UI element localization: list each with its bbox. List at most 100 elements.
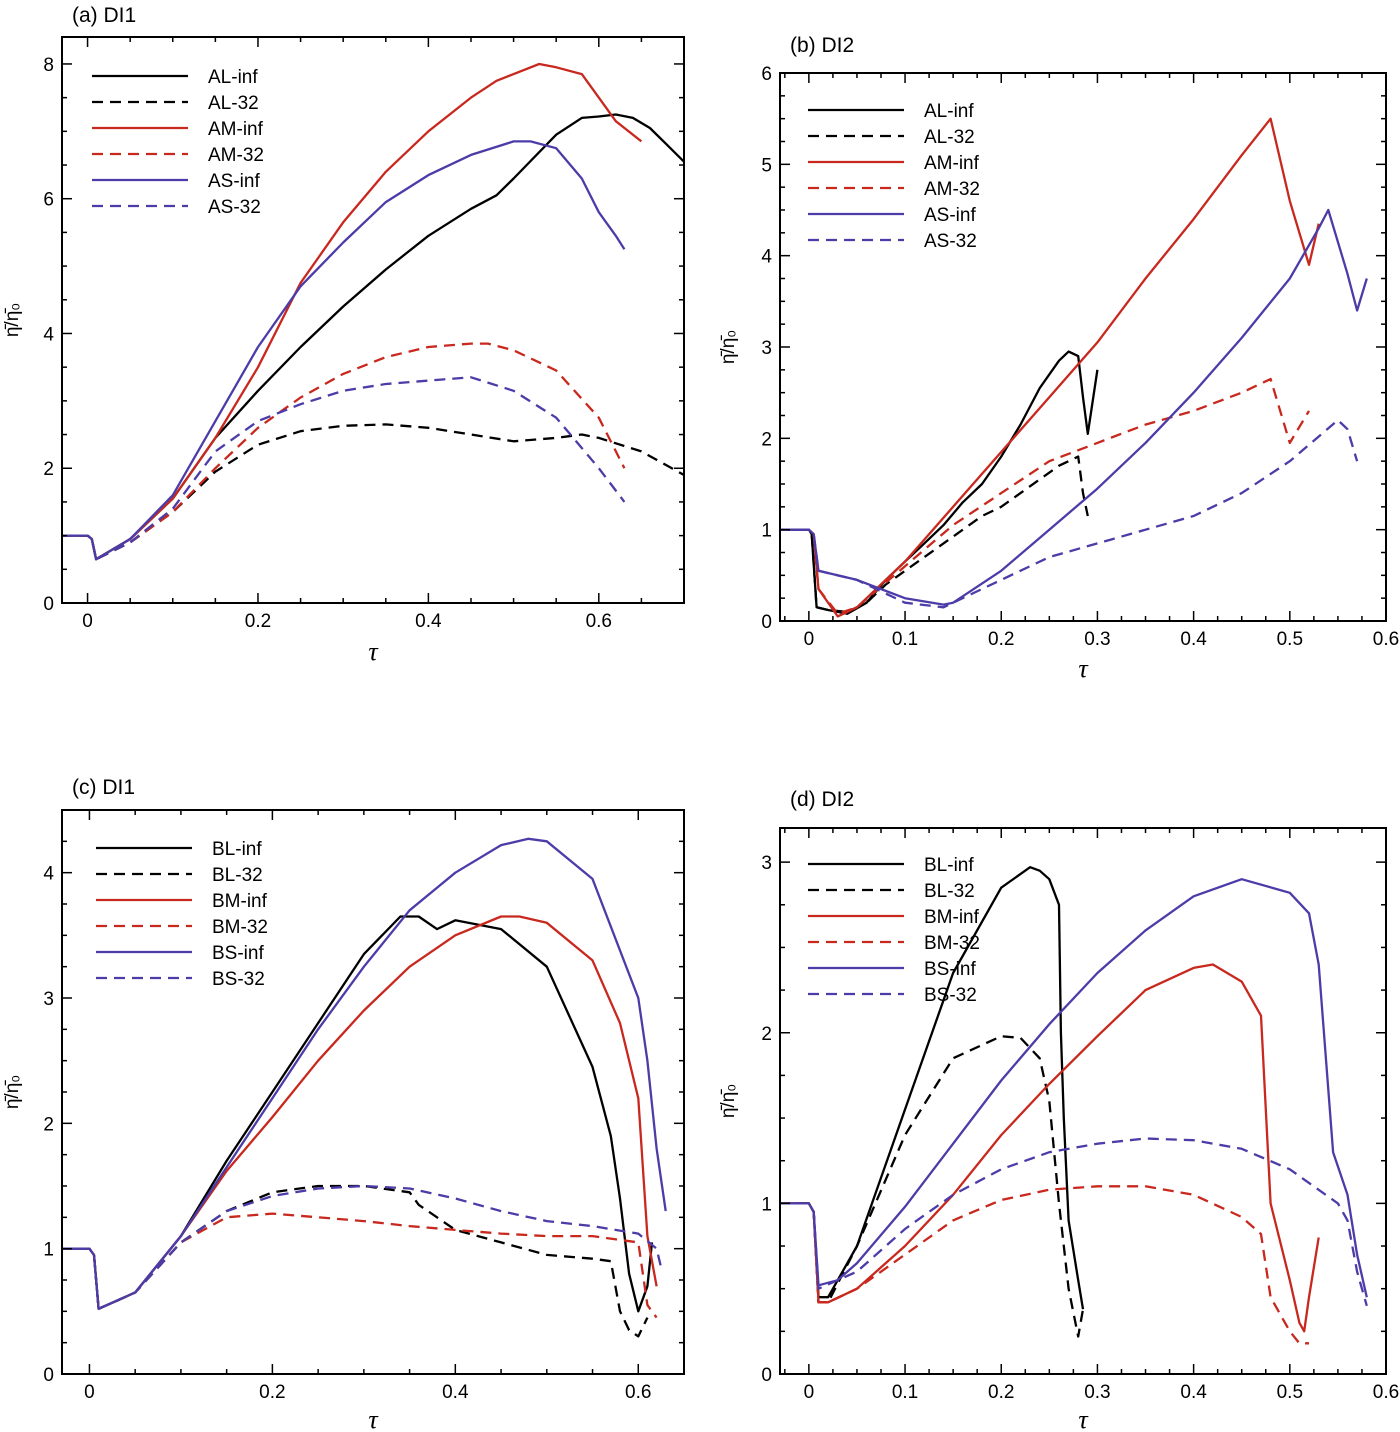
legend-label: AS-inf	[208, 171, 260, 192]
panel-c: 0 0.2 0.4 0.6 0 1 2 3 4 τ η̄/η̄₀ (c) DI1 BL-inf BL-32…	[2, 776, 685, 1432]
y-axis-title: η̄/η̄₀	[2, 303, 23, 337]
x-axis-title: τ	[1078, 1405, 1089, 1432]
x-tick-label: 0.4	[415, 611, 442, 632]
y-tick-label: 5	[761, 155, 772, 176]
legend-label: BL-inf	[212, 839, 262, 860]
y-axis-title: η̄/η̄₀	[2, 1075, 23, 1109]
x-tick-label: 0.6	[625, 1382, 651, 1403]
y-axis-title: η̄/η̄₀	[718, 1084, 739, 1118]
legend-label: BM-32	[212, 917, 268, 938]
legend-label: AL-32	[208, 93, 259, 114]
series-line-as-inf	[62, 140, 626, 561]
y-tick-label: 3	[761, 338, 772, 359]
y-tick-label: 4	[43, 324, 54, 345]
y-tick-label: 1	[761, 1194, 772, 1215]
series-line-am-32	[62, 342, 626, 561]
legend-label: BS-32	[924, 985, 977, 1006]
panel-label: (b) DI2	[790, 34, 854, 57]
x-tick-label: 0.5	[1277, 629, 1303, 650]
series-line-bm-inf	[62, 915, 658, 1310]
y-tick-label: 4	[43, 864, 54, 885]
series-line-am-32	[780, 377, 1310, 615]
x-tick-label: 0.3	[1084, 629, 1110, 650]
y-tick-label: 2	[43, 459, 54, 480]
x-tick-label: 0.1	[892, 1382, 918, 1403]
x-axis-title: τ	[1078, 654, 1089, 683]
legend-label: BS-inf	[924, 959, 976, 980]
legend-label: AS-32	[924, 231, 977, 252]
y-tick-label: 0	[43, 1365, 54, 1386]
series-line-bl-32	[62, 1184, 649, 1338]
legend-label: BM-inf	[924, 907, 980, 928]
series-line-bs-inf	[780, 878, 1368, 1298]
legend-label: BM-32	[924, 933, 980, 954]
legend-label: BL-inf	[924, 855, 974, 876]
legend-label: AM-32	[208, 145, 264, 166]
legend-label: AS-32	[208, 197, 261, 218]
series-line-bs-32	[62, 1184, 663, 1310]
y-tick-label: 4	[761, 247, 772, 268]
y-axis-title: η̄/η̄₀	[718, 330, 739, 364]
x-tick-label: 0	[84, 1382, 95, 1403]
legend-label: AL-inf	[208, 67, 258, 88]
x-axis-title: τ	[368, 637, 379, 666]
x-tick-label: 0.6	[1373, 629, 1399, 650]
series-line-bs-inf	[62, 837, 667, 1310]
y-tick-label: 6	[43, 190, 54, 211]
series-line-bm-32	[780, 1185, 1309, 1345]
x-tick-label: 0.6	[1373, 1382, 1399, 1403]
legend-label: AM-inf	[208, 119, 264, 140]
y-tick-label: 3	[761, 853, 772, 874]
y-tick-label: 2	[43, 1114, 54, 1135]
plot-frame	[61, 809, 685, 1375]
series-line-al-inf	[780, 350, 1099, 615]
y-tick-label: 6	[761, 64, 772, 85]
y-tick-label: 0	[761, 612, 772, 633]
series-line-bm-32	[62, 1212, 658, 1319]
legend: BL-inf BL-32 BM-inf BM-32 BS-inf BS-32	[96, 839, 268, 990]
plot-frame	[779, 72, 1387, 622]
legend: AL-inf AL-32 AM-inf AM-32 AS-inf AS-32	[92, 67, 264, 218]
x-tick-label: 0	[804, 629, 815, 650]
plot-frame	[779, 827, 1387, 1375]
series-line-as-32	[62, 376, 626, 561]
x-tick-label: 0.1	[892, 629, 918, 650]
series-line-al-32	[780, 455, 1089, 614]
x-tick-label: 0.2	[245, 611, 271, 632]
series-line-bl-32	[780, 1035, 1085, 1338]
legend-label: AL-inf	[924, 101, 974, 122]
y-tick-label: 2	[761, 429, 772, 450]
panel-a: 0 0.2 0.4 0.6 0 2 4 6 8 τ η̄/η̄₀ (a) DI1 AL-inf AL-32…	[2, 4, 685, 666]
series-lines	[780, 117, 1368, 618]
panel-label: (a) DI1	[72, 4, 136, 27]
x-tick-label: 0.4	[1180, 629, 1207, 650]
plot-frame	[61, 36, 685, 604]
x-tick-label: 0	[82, 611, 93, 632]
y-tick-label: 3	[43, 989, 54, 1010]
panel-b: 0 0.1 0.2 0.3 0.4 0.5 0.6 0 1 2 3 4 5 6 τ η̄/η̄₀ (b) DI2…	[718, 34, 1399, 683]
panel-label: (d) DI2	[790, 788, 854, 811]
y-tick-label: 0	[43, 594, 54, 615]
legend-label: BM-inf	[212, 891, 268, 912]
y-tick-label: 2	[761, 1024, 772, 1045]
legend-label: AM-inf	[924, 153, 980, 174]
x-tick-label: 0.2	[988, 1382, 1014, 1403]
legend-label: AS-inf	[924, 205, 976, 226]
series-lines	[62, 62, 684, 561]
y-tick-label: 1	[43, 1240, 54, 1261]
panel-label: (c) DI1	[72, 776, 135, 799]
x-tick-label: 0.4	[1180, 1382, 1207, 1403]
series-lines	[62, 837, 667, 1338]
x-tick-label: 0.2	[259, 1382, 285, 1403]
panel-d: 0 0.1 0.2 0.3 0.4 0.5 0.6 0 1 2 3 τ η̄/η̄₀ (d) DI2 BL-…	[718, 788, 1399, 1432]
legend: BL-inf BL-32 BM-inf BM-32 BS-inf BS-32	[808, 855, 980, 1006]
series-line-am-inf	[780, 117, 1320, 618]
series-lines	[780, 866, 1368, 1345]
series-line-al-inf	[62, 113, 684, 561]
series-line-as-32	[780, 418, 1359, 609]
x-tick-label: 0	[804, 1382, 815, 1403]
y-tick-label: 0	[761, 1365, 772, 1386]
x-tick-label: 0.6	[586, 611, 612, 632]
legend-label: BL-32	[212, 865, 263, 886]
